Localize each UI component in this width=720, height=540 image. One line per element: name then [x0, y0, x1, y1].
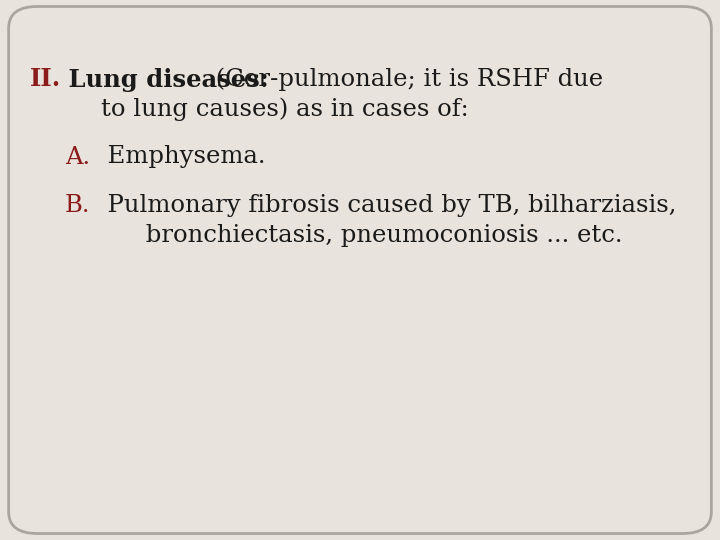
Text: Pulmonary fibrosis caused by TB, bilharziasis,: Pulmonary fibrosis caused by TB, bilharz… [92, 193, 677, 217]
Text: B.: B. [65, 193, 90, 217]
Text: bronchiectasis, pneumoconiosis ... etc.: bronchiectasis, pneumoconiosis ... etc. [107, 224, 622, 246]
Text: Emphysema.: Emphysema. [92, 145, 266, 168]
Text: (Cor-pulmonale; it is RSHF due: (Cor-pulmonale; it is RSHF due [208, 68, 603, 91]
Text: to lung causes) as in cases of:: to lung causes) as in cases of: [70, 98, 469, 121]
FancyBboxPatch shape [9, 6, 711, 534]
Text: II.: II. [30, 68, 61, 91]
Text: A.: A. [65, 145, 90, 168]
Text: Lung diseases:: Lung diseases: [60, 68, 269, 91]
